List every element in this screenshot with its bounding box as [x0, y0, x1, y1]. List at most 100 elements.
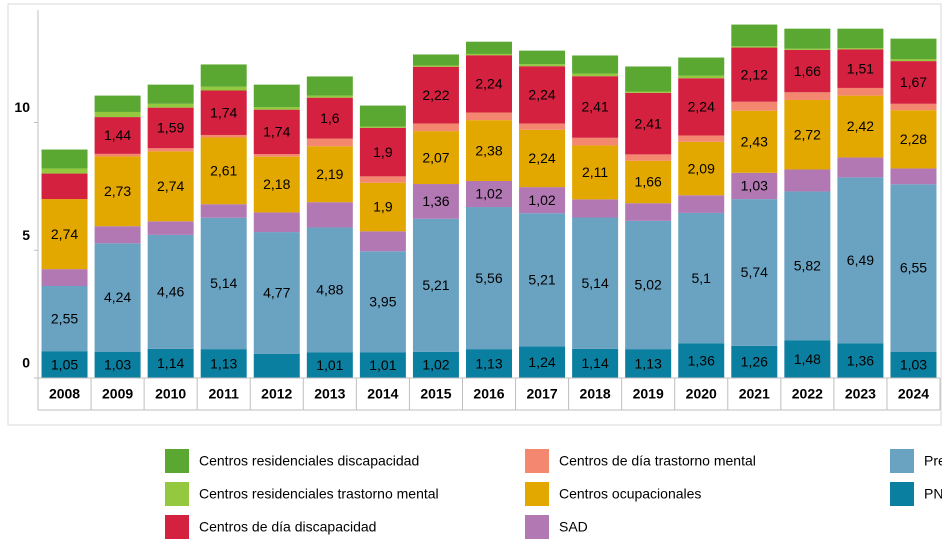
value-label: 1,02 [528, 192, 555, 208]
value-label: 2,19 [316, 166, 343, 182]
bar-segment [572, 55, 619, 74]
value-label: 1,9 [373, 144, 393, 160]
bar-segment [147, 151, 194, 222]
bar-segment [200, 349, 247, 378]
bar-segment [678, 78, 725, 136]
bar-segment [306, 76, 353, 96]
bar-segment [625, 220, 672, 350]
bar-segment [253, 109, 300, 155]
bar-segment [466, 112, 512, 121]
bar-segment [678, 343, 725, 378]
bar-segment [41, 173, 88, 200]
value-label: 2,07 [422, 149, 449, 165]
bar-segment [890, 59, 937, 62]
bar-segment [837, 48, 884, 50]
bar-segment [147, 84, 194, 104]
bar-segment [41, 286, 88, 352]
bar-segment [253, 107, 300, 110]
value-label: 5,21 [528, 271, 555, 287]
value-label: 3,95 [369, 293, 396, 309]
value-label: 2,11 [582, 164, 608, 180]
bar-segment [572, 145, 619, 200]
bar-segment [41, 199, 88, 270]
legend-swatch [525, 482, 549, 506]
x-tick-label: 2015 [420, 386, 451, 402]
value-label: 1,26 [741, 354, 768, 370]
bar-segment [359, 105, 406, 127]
value-label: 1,67 [900, 74, 927, 90]
bar-segment [147, 107, 194, 149]
bar-segment [519, 213, 566, 347]
legend-swatch [165, 515, 189, 539]
bar-segment [253, 154, 300, 157]
bar-segment [306, 146, 353, 203]
bar-segment [625, 92, 672, 155]
x-tick-label: 2018 [580, 386, 611, 402]
bar-segment [678, 212, 725, 344]
value-label: 2,55 [51, 310, 78, 326]
bar-segment [147, 348, 194, 378]
x-tick-label: 2014 [367, 386, 398, 402]
bar-segment [359, 126, 406, 128]
bar-segment [731, 101, 778, 111]
bar-segment [678, 195, 725, 213]
legend-label: Centros de día discapacidad [199, 519, 376, 535]
value-label: 1,05 [51, 356, 78, 372]
legend-swatch [165, 449, 189, 473]
bar-segment [94, 351, 141, 378]
value-label: 2,72 [794, 126, 821, 142]
bar-segment [837, 49, 884, 88]
value-label: 1,24 [528, 354, 555, 370]
value-label: 1,44 [104, 127, 131, 143]
legend-swatch [165, 482, 189, 506]
bar-segment [200, 134, 247, 138]
bar-segment [359, 352, 406, 378]
bar-segment [837, 157, 884, 178]
bar-segment [572, 137, 619, 146]
value-label: 5,02 [635, 277, 662, 293]
bar-segment [572, 348, 619, 378]
bar-segment [731, 47, 778, 102]
bar-segment [412, 184, 459, 219]
bar-segment [94, 153, 141, 157]
bar-segment [253, 232, 300, 354]
x-tick-label: 2011 [209, 386, 240, 402]
bar-segment [731, 110, 778, 173]
bar-segment [890, 38, 937, 60]
bar-segment [94, 226, 141, 244]
legend-swatch [525, 515, 549, 539]
bar-segment [412, 351, 459, 378]
bar-segment [784, 48, 831, 50]
bar-segment [466, 53, 512, 56]
x-tick-label: 2024 [898, 386, 929, 402]
bar-segment [572, 76, 619, 138]
value-label: 2,09 [688, 160, 715, 176]
x-tick-label: 2016 [473, 386, 504, 402]
bar-segment [466, 207, 512, 350]
value-label: 2,73 [104, 183, 131, 199]
value-label: 1,74 [263, 124, 290, 140]
bar-segment [200, 90, 247, 135]
value-label: 1,48 [794, 351, 821, 367]
bar-segment [678, 57, 725, 76]
legend-label: PN [924, 486, 942, 502]
bar-segment [519, 66, 566, 124]
chart-frame [7, 3, 942, 426]
bar-segment [306, 97, 353, 139]
bar-segment [784, 340, 831, 378]
bar-segment [359, 182, 406, 232]
bar-segment [306, 95, 353, 98]
value-label: 2,18 [263, 176, 290, 192]
y-tick-label: 5 [22, 227, 30, 243]
value-label: 1,59 [157, 120, 184, 136]
value-label: 2,42 [847, 118, 874, 134]
bar-segment [253, 212, 300, 233]
legend-label: Centros residenciales discapacidad [199, 453, 419, 469]
value-label: 2,74 [51, 226, 78, 242]
bar-segment [784, 191, 831, 341]
x-tick-label: 2023 [845, 386, 876, 402]
bar-segment [94, 95, 141, 112]
bar-segment [200, 204, 247, 218]
bar-segment [200, 137, 247, 205]
